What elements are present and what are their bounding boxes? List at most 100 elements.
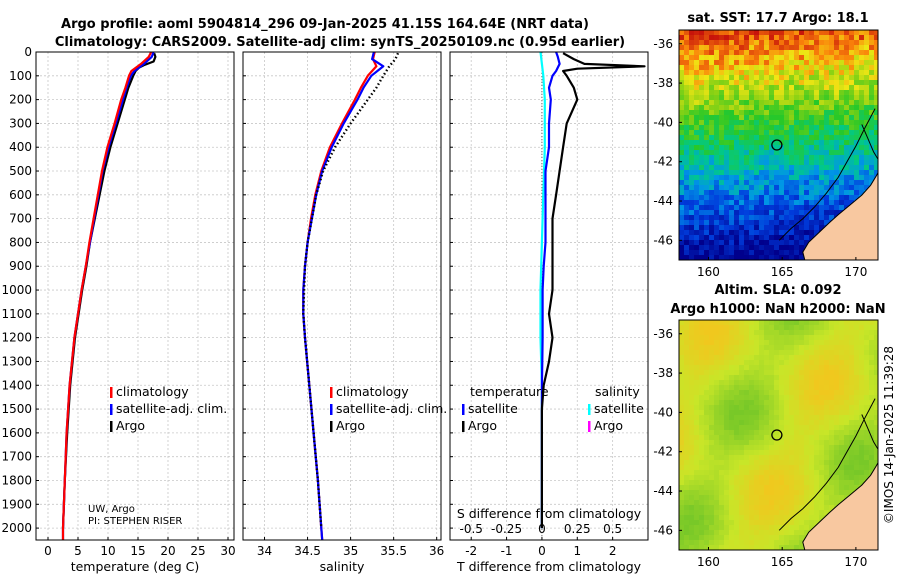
sst-map-cell (729, 190, 735, 196)
sst-map-cell (704, 210, 710, 216)
sst-map-cell (739, 135, 745, 141)
sla-map-cell (724, 455, 730, 461)
sst-map-cell (724, 85, 730, 91)
sla-map-cell (719, 520, 725, 526)
sst-map-cell (714, 110, 720, 116)
sst-map-cell (779, 80, 785, 86)
sst-map-cell (824, 75, 830, 81)
sst-map-cell (679, 155, 685, 161)
sst-map-cell (809, 230, 815, 236)
sla-map-cell (784, 470, 790, 476)
sst-map-cell (824, 115, 830, 121)
sla-map-cell (849, 395, 855, 401)
sla-map-cell (684, 330, 690, 336)
sst-map-cell (744, 155, 750, 161)
sla-map-cell (744, 500, 750, 506)
sst-map-cell (784, 60, 790, 66)
sst-map-cell (689, 180, 695, 186)
sla-map-cell (764, 385, 770, 391)
sla-map-cell (804, 525, 810, 531)
sst-map-cell (814, 90, 820, 96)
sst-map-cell (789, 220, 795, 226)
sst-map-cell (819, 215, 825, 221)
sst-map-cell (799, 30, 805, 36)
sla-map-cell (759, 465, 765, 471)
sst-map-cell (834, 150, 840, 156)
sst-map-cell (719, 85, 725, 91)
sst-map-cell (854, 35, 860, 41)
sla-map-cell (679, 325, 685, 331)
sst-map-cell (794, 30, 800, 36)
sst-map-cell (714, 175, 720, 181)
sst-map-cell (679, 150, 685, 156)
sst-map-cell (754, 155, 760, 161)
sla-map-cell (789, 495, 795, 501)
sla-map-cell (724, 480, 730, 486)
sst-map-ytick-label: -38 (653, 76, 673, 90)
salinity-xtick-label: 35.5 (380, 544, 407, 558)
sla-map-cell (844, 375, 850, 381)
sla-map-cell (709, 515, 715, 521)
sla-map-cell (799, 320, 805, 326)
sla-map-cell (844, 445, 850, 451)
sst-map-cell (749, 80, 755, 86)
sst-map-cell (844, 175, 850, 181)
sla-map-cell (764, 500, 770, 506)
sst-map-cell (699, 45, 705, 51)
sla-map-cell (839, 435, 845, 441)
sla-map-cell (784, 490, 790, 496)
sst-map-cell (734, 160, 740, 166)
sla-map-cell (759, 430, 765, 436)
sla-map-cell (764, 465, 770, 471)
sla-map-cell (689, 470, 695, 476)
sst-map-cell (694, 155, 700, 161)
sla-map-cell (749, 325, 755, 331)
sst-map-cell (759, 175, 765, 181)
sst-map-cell (709, 170, 715, 176)
sst-map-cell (799, 55, 805, 61)
temperature-xtick-label: 15 (130, 544, 145, 558)
sst-map-cell (704, 30, 710, 36)
sla-map-cell (719, 475, 725, 481)
sla-map-cell (794, 495, 800, 501)
sst-map-cell (809, 160, 815, 166)
sst-map-cell (784, 245, 790, 251)
sst-map-cell (754, 230, 760, 236)
sst-map-cell (714, 180, 720, 186)
figure-title-line1: Argo profile: aoml 5904814_296 09-Jan-20… (61, 17, 589, 32)
sla-map-cell (784, 450, 790, 456)
sla-map-cell (824, 375, 830, 381)
sla-map-cell (684, 520, 690, 526)
sla-map-cell (679, 525, 685, 531)
sst-map-cell (684, 35, 690, 41)
sst-map-cell (749, 115, 755, 121)
sla-map-cell (779, 390, 785, 396)
sst-map-cell (754, 60, 760, 66)
sla-map-cell (749, 330, 755, 336)
sla-map-cell (829, 360, 835, 366)
sst-map-cell (759, 245, 765, 251)
sla-map-cell (864, 415, 870, 421)
sla-map-cell (844, 480, 850, 486)
sla-map-cell (794, 385, 800, 391)
sla-map-cell (689, 360, 695, 366)
sla-map-cell (744, 320, 750, 326)
sst-map-cell (869, 45, 875, 51)
sst-map-cell (714, 235, 720, 241)
sst-map-cell (699, 60, 705, 66)
sla-map-cell (794, 520, 800, 526)
sst-map-cell (849, 40, 855, 46)
sst-map-cell (714, 240, 720, 246)
sst-map-cell (724, 245, 730, 251)
sst-map-cell (874, 135, 878, 141)
sla-map-cell (739, 345, 745, 351)
sla-map-cell (699, 525, 705, 531)
sla-map-cell (814, 490, 820, 496)
sla-map-cell (844, 410, 850, 416)
sla-map-cell (699, 505, 705, 511)
sla-map-cell (839, 415, 845, 421)
sst-map-cell (819, 35, 825, 41)
sst-map-cell (839, 95, 845, 101)
sst-map-cell (789, 155, 795, 161)
sla-map-cell (779, 380, 785, 386)
